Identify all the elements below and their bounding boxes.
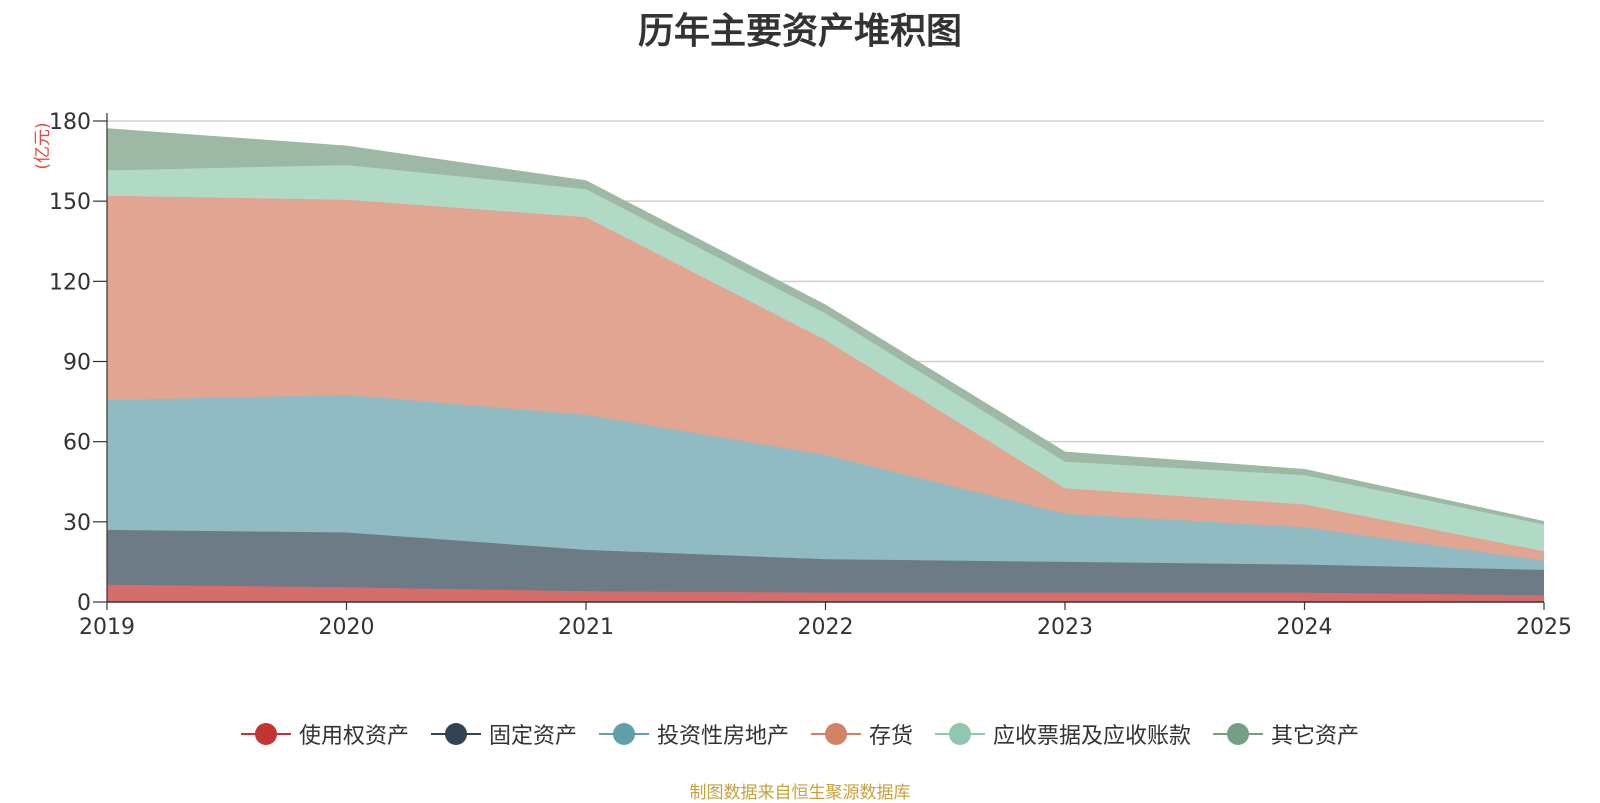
y-tick-label-0: 0	[77, 591, 91, 616]
x-tick-label-2022: 2022	[798, 615, 854, 640]
legend-item-3[interactable]: 存货	[811, 718, 913, 750]
tick-labels: 0 30 60 90 120 150 180 2019 2020 2021 2022 2023 2024…	[49, 110, 1572, 640]
legend: 使用权资产 固定资产 投资性房地产 存货 应收票据及应收账款 其它资产	[0, 718, 1600, 750]
legend-item-4[interactable]: 应收票据及应收账款	[935, 718, 1191, 750]
area-series-3	[107, 195, 1544, 561]
legend-label: 存货	[869, 724, 914, 749]
legend-marker-icon	[240, 723, 291, 745]
legend-label: 固定资产	[488, 724, 577, 749]
legend-marker-icon	[935, 723, 986, 745]
y-tick-label-30: 30	[63, 511, 91, 536]
y-tick-label-150: 150	[49, 190, 91, 215]
area-series-1	[107, 529, 1544, 596]
y-tick-label-60: 60	[63, 431, 91, 456]
legend-item-1[interactable]: 固定资产	[430, 718, 577, 750]
legend-marker-icon	[1213, 723, 1264, 745]
area-series-4	[107, 165, 1544, 552]
area-edge-5	[106, 128, 1545, 523]
area-series-layer	[106, 128, 1545, 602]
y-tick-label-90: 90	[63, 351, 91, 376]
x-tick-label-2024: 2024	[1277, 615, 1333, 640]
y-tick-label-120: 120	[49, 270, 91, 295]
legend-label: 投资性房地产	[656, 724, 789, 749]
legend-marker-icon	[430, 723, 481, 745]
legend-marker-icon	[598, 723, 649, 745]
y-unit-label: (亿元)	[33, 122, 53, 169]
legend-label: 应收票据及应收账款	[993, 724, 1192, 749]
legend-item-0[interactable]: 使用权资产	[240, 718, 409, 750]
chart-title: 历年主要资产堆积图	[637, 11, 962, 52]
x-tick-label-2021: 2021	[558, 615, 614, 640]
legend-marker-icon	[811, 723, 861, 745]
legend-item-2[interactable]: 投资性房地产	[598, 718, 789, 750]
legend-label: 使用权资产	[298, 724, 409, 749]
x-tick-label-2019: 2019	[79, 615, 135, 640]
legend-item-5[interactable]: 其它资产	[1213, 718, 1359, 750]
area-series-2	[107, 394, 1544, 570]
y-tick-label-180: 180	[49, 110, 91, 135]
legend-label: 其它资产	[1271, 724, 1360, 749]
x-tick-label-2023: 2023	[1037, 615, 1093, 640]
axes	[93, 113, 1545, 610]
source-note: 制图数据来自恒生聚源数据库	[689, 783, 911, 803]
x-tick-label-2025: 2025	[1516, 615, 1572, 640]
x-tick-label-2020: 2020	[319, 615, 375, 640]
